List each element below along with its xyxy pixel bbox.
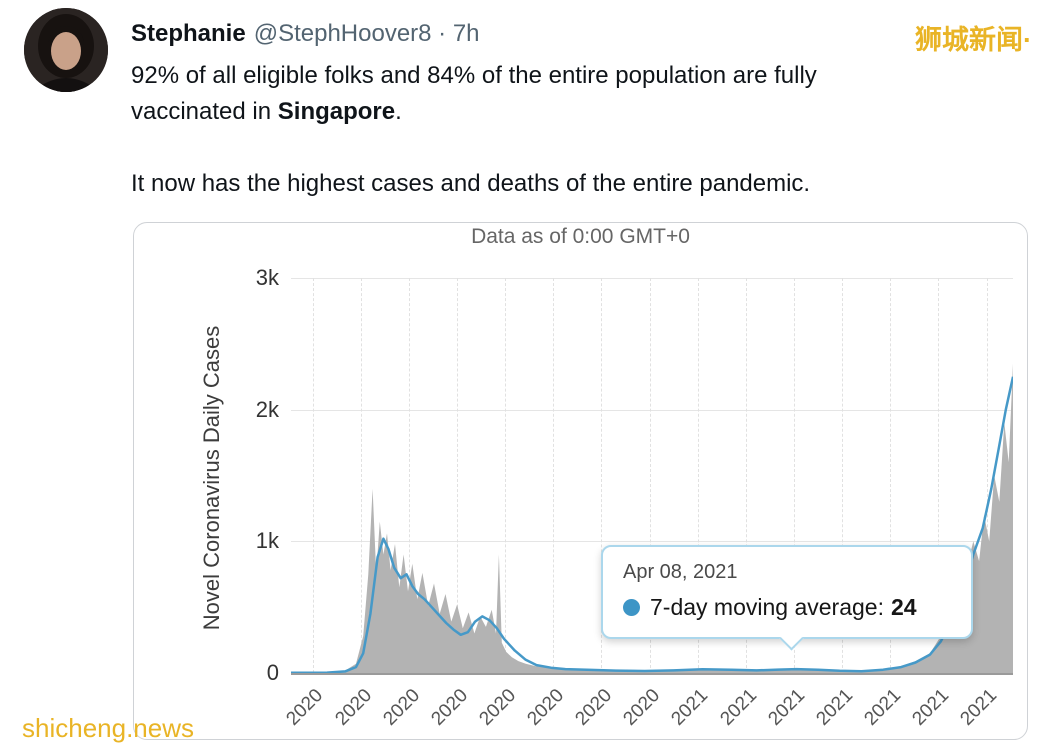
watermark-top-right: 狮城新闻· [915, 25, 1032, 55]
tweet-line-2-period: . [395, 98, 402, 125]
x-tick-label: 2021 [812, 685, 857, 730]
tweet-line-2-bold: Singapore [277, 98, 396, 125]
v-gridline [649, 278, 651, 673]
x-tick-label: 2021 [715, 685, 761, 730]
v-gridline [890, 278, 892, 673]
v-gridline [745, 278, 747, 673]
v-gridline [312, 278, 314, 673]
x-axis-line [291, 673, 1013, 675]
x-tick-label: 2020 [379, 685, 424, 730]
x-tick-label: 2020 [571, 685, 617, 730]
series-7-day-moving-average [291, 376, 1013, 673]
v-gridline [457, 278, 459, 673]
tooltip-row: 7-day moving average: 24 [623, 594, 951, 621]
v-gridline [793, 278, 795, 673]
x-tick-label: 2020 [523, 685, 569, 730]
x-tick-label: 2021 [860, 685, 906, 730]
y-tick-label: 3k [255, 265, 279, 290]
y-tick-label: 1k [255, 528, 279, 554]
chart-plot-area[interactable] [291, 278, 1013, 673]
y-tick-label: 2k [255, 396, 279, 422]
author-name[interactable]: Stephanie [131, 20, 246, 47]
x-tick-label: 2020 [427, 685, 472, 730]
h-gridline [291, 541, 1013, 543]
v-gridline [408, 278, 410, 673]
h-gridline [291, 409, 1013, 411]
y-tick-label: 0 [266, 660, 279, 685]
avatar-photo [24, 8, 108, 92]
tooltip-value: 24 [890, 594, 917, 620]
v-gridline [505, 278, 507, 673]
tweet-paragraph-1: 92% of all eligible folks and 84% of the… [131, 58, 961, 130]
v-gridline [697, 278, 699, 673]
watermark-bottom-left: shicheng.news [22, 713, 194, 743]
x-tick-label: 2021 [908, 685, 954, 730]
y-axis-label: Novel Coronavirus Daily Cases [199, 325, 224, 631]
v-gridline [360, 278, 362, 673]
tooltip-date: Apr 08, 2021 [623, 561, 738, 583]
v-gridline [986, 278, 988, 673]
tweet-text: 92% of all eligible folks and 84% of the… [131, 58, 961, 202]
avatar[interactable] [24, 8, 108, 92]
grid-layer: 3k 2k 1k 0 2020 2020 2020 2020 2020 2020 2020 2020 2… [134, 223, 1027, 739]
v-gridline [842, 278, 844, 673]
tweet-line-1: 92% of all eligible folks and 84% of the… [131, 62, 817, 89]
x-tick-label: 2020 [619, 685, 665, 730]
x-tick-label: 2021 [764, 685, 809, 730]
v-gridline [553, 278, 555, 673]
x-tick-label: 2020 [282, 685, 328, 730]
x-tick-label: 2021 [956, 685, 1002, 730]
x-tick-label: 2021 [667, 685, 713, 730]
chart-card: 3k 2k 1k 0 2020 2020 2020 2020 2020 2020 2020 2020 2… [133, 222, 1028, 740]
tweet-paragraph-2: It now has the highest cases and deaths … [131, 170, 811, 197]
tweet-header: Stephanie @StephHoover8 · 7h [131, 20, 480, 48]
x-tick-label: 2020 [330, 685, 376, 730]
chart-title: Data as of 0:00 GMT+0 [471, 225, 690, 248]
tweet-line-2: vaccinated in [131, 98, 278, 125]
tooltip-label: 7-day moving average: [650, 594, 884, 620]
v-gridline [938, 278, 940, 673]
v-gridline [601, 278, 603, 673]
series-dot-icon [623, 599, 640, 616]
x-tick-label: 2020 [475, 685, 521, 730]
h-gridline [291, 278, 1013, 279]
tweet-meta: @StephHoover8 · 7h [253, 20, 480, 47]
chart-tooltip: Apr 08, 2021 7-day moving average: 24 [601, 545, 973, 651]
